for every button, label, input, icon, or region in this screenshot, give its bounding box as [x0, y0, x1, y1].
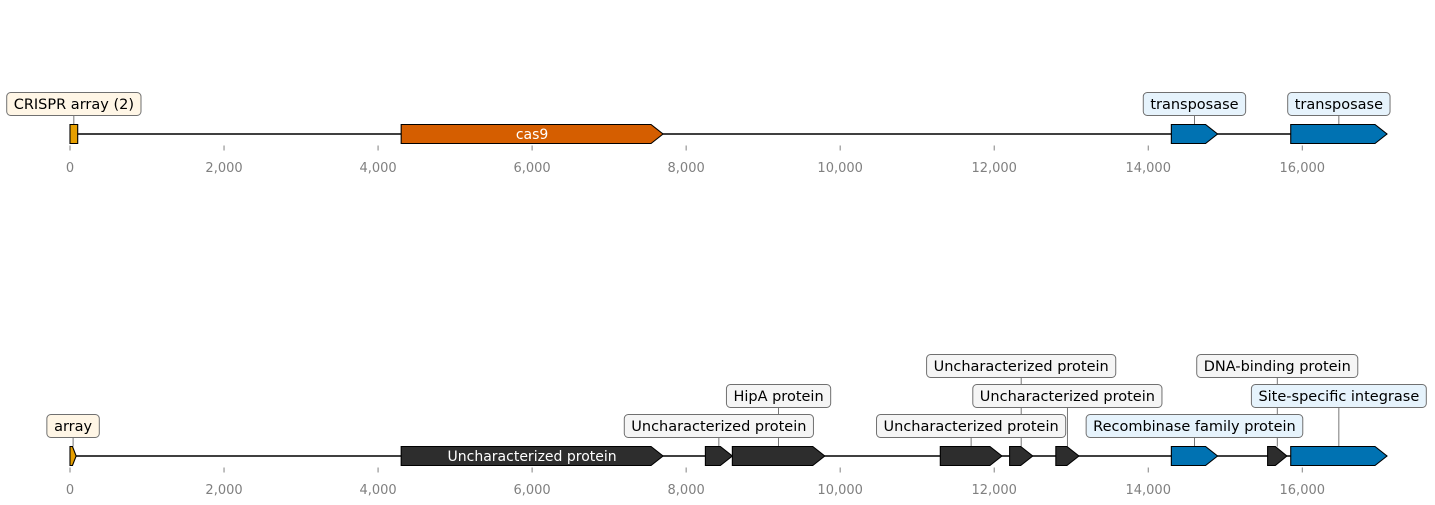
- gene-feature-other: [731, 445, 826, 467]
- gene-feature-other: [1055, 445, 1080, 467]
- axis-tick-label: 10,000: [817, 483, 863, 498]
- gene-track-1: 0 2,000 4,000 6,000 8,000 10,000 12,000 14,000 1…: [6, 92, 1391, 176]
- feature-label: CRISPR array (2): [14, 97, 134, 113]
- axis-tick-label: 4,000: [359, 483, 396, 498]
- axis-tick-label: 14,000: [1125, 483, 1171, 498]
- axis-tick-label: 14,000: [1125, 161, 1171, 176]
- axis-tick-label: 8,000: [668, 483, 705, 498]
- axis-tick-label: 0: [66, 161, 74, 176]
- feature-shapes: [69, 445, 1388, 467]
- feature-label: transposase: [1150, 97, 1238, 113]
- axis-tick-label: 8,000: [668, 161, 705, 176]
- feature-label: Uncharacterized protein: [884, 419, 1059, 435]
- axis-tick-label: 4,000: [359, 161, 396, 176]
- feature-labels: array Uncharacterized protein Uncharacteri…: [46, 354, 1427, 465]
- axis-tick-label: 16,000: [1280, 483, 1326, 498]
- axis-tick-label: 10,000: [817, 161, 863, 176]
- label-connectors: [73, 115, 1340, 125]
- feature-label: Uncharacterized protein: [934, 359, 1109, 375]
- axis-tick-label: 0: [66, 483, 74, 498]
- gene-feature-crispr: [69, 123, 79, 145]
- axis-tick-label: 6,000: [513, 161, 550, 176]
- feature-label: Recombinase family protein: [1093, 419, 1296, 435]
- feature-label-box: [725, 384, 832, 408]
- axis-tick-label: 2,000: [205, 483, 242, 498]
- feature-label-box: [972, 384, 1163, 408]
- gene-feature-other: [1267, 445, 1288, 467]
- gene-feature-mobile: [1290, 123, 1388, 145]
- feature-label-box: [46, 414, 100, 438]
- gene-track-2: 0 2,000 4,000 6,000 8,000 10,000 12,000 14,000 1…: [46, 354, 1427, 498]
- gene-feature-mobile: [1290, 445, 1388, 467]
- axis-tick-label: 12,000: [971, 483, 1017, 498]
- gene-feature-cas: [400, 123, 664, 145]
- feature-inline-label: Uncharacterized protein: [448, 449, 617, 465]
- axis-tick-label: 2,000: [205, 161, 242, 176]
- axis-tick-label: 12,000: [971, 161, 1017, 176]
- feature-label-box: [1287, 92, 1391, 116]
- feature-labels: CRISPR array (2) cas9 transposase transposa…: [6, 92, 1391, 143]
- feature-label: HipA protein: [733, 389, 823, 405]
- feature-label: array: [54, 419, 92, 435]
- gene-feature-mobile: [1170, 123, 1219, 145]
- feature-label-box: [1085, 414, 1304, 438]
- feature-label: Uncharacterized protein: [631, 419, 806, 435]
- gene-feature-other: [400, 445, 664, 467]
- gene-feature-other: [939, 445, 1003, 467]
- feature-label-box: [623, 414, 814, 438]
- axis-tick-label: 16,000: [1280, 161, 1326, 176]
- gene-feature-mobile: [1170, 445, 1219, 467]
- feature-label: Site-specific integrase: [1258, 389, 1419, 405]
- feature-label-box: [6, 92, 142, 116]
- feature-label-box: [1196, 354, 1359, 378]
- feature-inline-label: cas9: [516, 127, 548, 143]
- gene-feature-crispr: [69, 445, 77, 467]
- feature-label-box: [1250, 384, 1427, 408]
- feature-label-box: [926, 354, 1117, 378]
- feature-shapes: [69, 123, 1388, 145]
- feature-label-box: [876, 414, 1067, 438]
- feature-label-box: [1142, 92, 1247, 116]
- feature-label: DNA-binding protein: [1204, 359, 1351, 375]
- axis-tick-label: 6,000: [513, 483, 550, 498]
- gene-feature-other: [1009, 445, 1034, 467]
- feature-label: Uncharacterized protein: [980, 389, 1155, 405]
- feature-label: transposase: [1295, 97, 1383, 113]
- gene-feature-other: [704, 445, 734, 467]
